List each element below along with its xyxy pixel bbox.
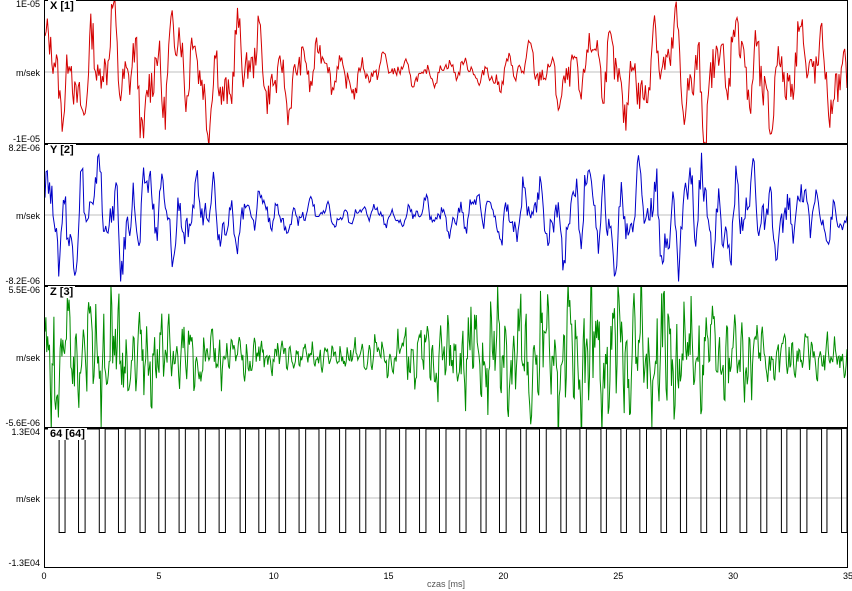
chart-title-64: 64 [64]	[48, 428, 87, 440]
xtick: 25	[613, 571, 623, 581]
chart-title-x: X [1]	[48, 0, 76, 12]
panel-y: 8.2E-06 m/sek -8.2E-06 Y [2]	[0, 144, 852, 286]
plot-area-y	[44, 144, 848, 286]
panel-z: 5.5E-06 m/sek -5.6E-06 Z [3]	[0, 286, 852, 428]
ytick-top: 1E-05	[0, 0, 40, 9]
axis-label: m/sek	[0, 212, 40, 221]
panel-64: 1.3E04 m/sek -1.3E04 64 [64]	[0, 428, 852, 568]
chart-title-y: Y [2]	[48, 144, 76, 156]
y-axis: 5.5E-06 m/sek -5.6E-06	[0, 286, 44, 428]
ytick-bottom: -1.3E04	[0, 559, 40, 568]
xtick: 20	[498, 571, 508, 581]
axis-label: m/sek	[0, 495, 40, 504]
axis-label: m/sek	[0, 69, 40, 78]
ytick-top: 5.5E-06	[0, 286, 40, 295]
ytick-top: 1.3E04	[0, 428, 40, 437]
xtick: 30	[728, 571, 738, 581]
plot-area-z	[44, 286, 848, 428]
chart-title-z: Z [3]	[48, 286, 75, 298]
xtick: 35	[843, 571, 852, 581]
axis-label: m/sek	[0, 354, 40, 363]
ytick-top: 8.2E-06	[0, 144, 40, 153]
xtick: 10	[269, 571, 279, 581]
x-axis-label: czas [ms]	[427, 579, 465, 589]
y-axis: 8.2E-06 m/sek -8.2E-06	[0, 144, 44, 286]
plot-area-x	[44, 0, 848, 144]
xtick: 5	[156, 571, 161, 581]
plot-area-64	[44, 428, 848, 568]
xtick: 15	[384, 571, 394, 581]
panel-x: 1E-05 m/sek -1E-05 X [1]	[0, 0, 852, 144]
x-axis: czas [ms] 05101520253035	[44, 569, 848, 591]
xtick: 0	[41, 571, 46, 581]
y-axis: 1.3E04 m/sek -1.3E04	[0, 428, 44, 568]
y-axis: 1E-05 m/sek -1E-05	[0, 0, 44, 144]
